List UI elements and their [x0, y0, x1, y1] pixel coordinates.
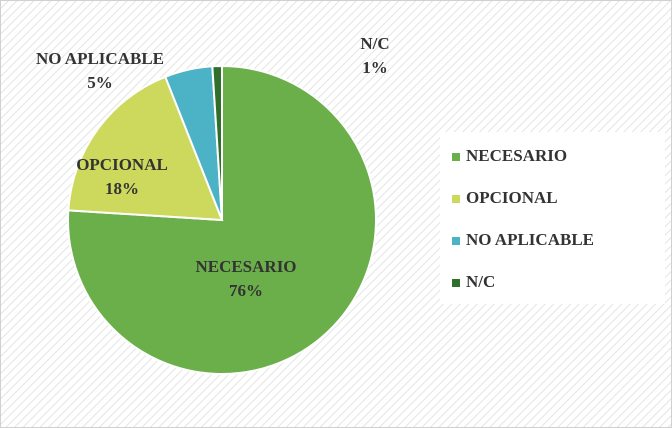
legend-box	[440, 132, 665, 304]
slice-value: 18%	[105, 179, 139, 198]
legend-swatch	[452, 237, 460, 245]
pie-slice	[67, 64, 377, 375]
slice-value: 5%	[87, 73, 113, 92]
legend-swatch	[452, 153, 460, 161]
slice-label: NO APLICABLE	[36, 49, 164, 68]
legend-swatch	[452, 195, 460, 203]
legend-label: N/C	[466, 272, 495, 291]
legend-label: NO APLICABLE	[466, 230, 594, 249]
legend-label: NECESARIO	[466, 146, 567, 165]
legend-swatch	[452, 279, 460, 287]
slice-value: 76%	[229, 281, 263, 300]
pie-slice	[67, 75, 224, 222]
slice-value: 1%	[362, 58, 388, 77]
pie-slice	[211, 64, 223, 221]
slice-label: NECESARIO	[195, 257, 296, 276]
slice-label: N/C	[360, 34, 389, 53]
legend-label: OPCIONAL	[466, 188, 558, 207]
slice-label: OPCIONAL	[76, 155, 168, 174]
